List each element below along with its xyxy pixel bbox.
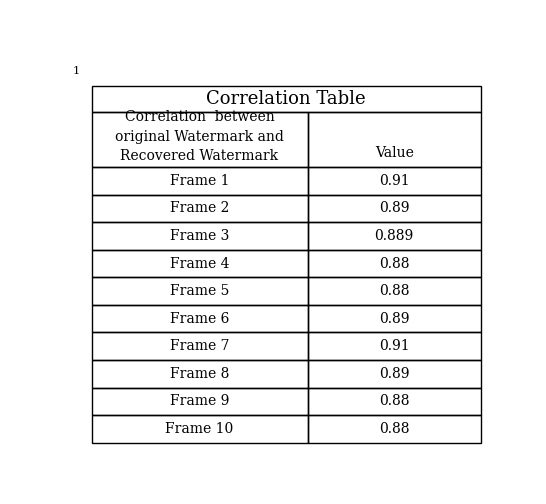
Bar [92,388,307,415]
Text: 0.88: 0.88 [379,284,410,298]
Text: Frame 3: Frame 3 [170,229,229,243]
Bar [307,277,481,305]
Text: Frame 2: Frame 2 [170,202,229,215]
Bar [307,112,481,167]
Bar [92,277,307,305]
Bar [92,360,307,388]
Bar [92,86,481,112]
Bar [307,250,481,277]
Text: 0.88: 0.88 [379,395,410,408]
Text: 0.89: 0.89 [379,367,410,381]
Text: Frame 10: Frame 10 [165,422,234,436]
Bar [92,250,307,277]
Bar [92,415,307,443]
Bar [92,222,307,250]
Text: 0.91: 0.91 [379,174,410,188]
Bar [92,305,307,333]
Text: 0.88: 0.88 [379,257,410,271]
Text: Correlation Table: Correlation Table [206,90,366,108]
Bar [307,222,481,250]
Bar [307,333,481,360]
Text: 0.89: 0.89 [379,202,410,215]
Text: 0.91: 0.91 [379,339,410,353]
Bar [307,167,481,195]
Bar [92,195,307,222]
Text: Value: Value [375,146,414,160]
Text: 0.88: 0.88 [379,422,410,436]
Text: 0.89: 0.89 [379,311,410,326]
Text: Correlation  between
original Watermark and
Recovered Watermark: Correlation between original Watermark a… [115,110,284,163]
Bar [92,167,307,195]
Text: Frame 9: Frame 9 [170,395,229,408]
Bar [307,415,481,443]
Text: Frame 1: Frame 1 [170,174,229,188]
Bar [92,112,307,167]
Text: Frame 4: Frame 4 [170,257,229,271]
Bar [307,305,481,333]
Text: 1: 1 [73,67,80,76]
Text: Frame 8: Frame 8 [170,367,229,381]
Bar [92,333,307,360]
Text: Frame 5: Frame 5 [170,284,229,298]
Bar [307,360,481,388]
Bar [307,195,481,222]
Text: Frame 7: Frame 7 [170,339,229,353]
Text: 0.889: 0.889 [375,229,414,243]
Text: Frame 6: Frame 6 [170,311,229,326]
Bar [307,388,481,415]
